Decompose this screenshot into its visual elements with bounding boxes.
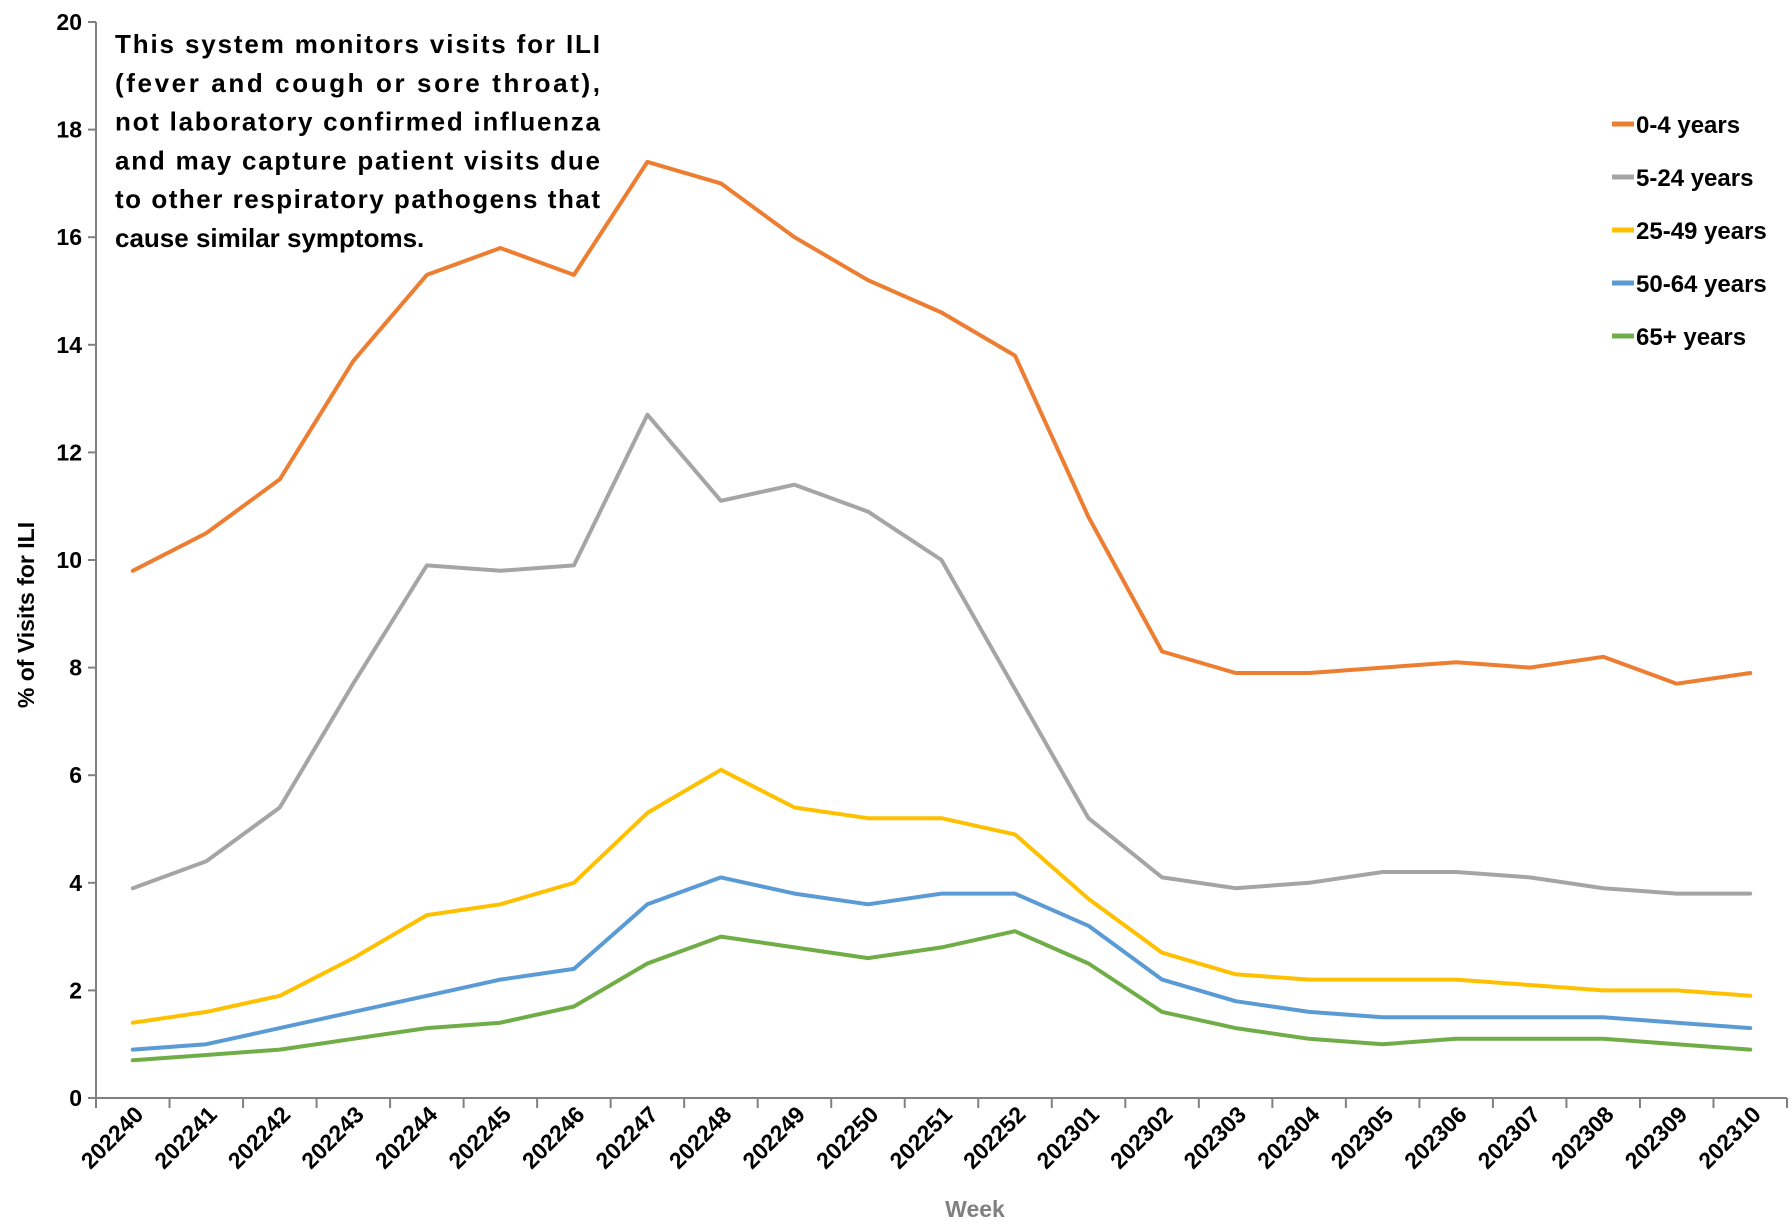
x-tick-label: 202304 [1252,1101,1325,1174]
series-layer [130,159,1753,1063]
annotation-line: to other respiratory pathogens that [115,184,600,214]
annotation-note: This system monitors visits for ILI (feve… [115,29,601,253]
legend-label: 65+ years [1636,324,1746,351]
y-tick-label: 6 [69,762,82,788]
x-tick-label: 202241 [149,1101,222,1174]
x-tick-label: 202301 [1031,1101,1104,1174]
y-tick-label: 4 [69,870,82,896]
x-tick-label: 202310 [1693,1101,1766,1174]
legend-label: 5-24 years [1636,165,1753,192]
y-tick-label: 16 [56,224,82,250]
x-tick-label: 202247 [590,1101,663,1174]
legend-label: 25-49 years [1636,218,1767,245]
series-line-5-24-years [130,412,1753,896]
x-tick-label: 202249 [737,1101,810,1174]
x-tick-label: 202248 [664,1101,737,1174]
y-tick-label: 8 [69,655,82,681]
x-axis: 202240 202241 202242 202243 202244 202245 2022… [76,1097,1788,1174]
y-axis: 0 2 4 6 8 10 12 14 16 18 20 [56,9,97,1111]
annotation-line: cause similar symptoms. [115,223,424,253]
y-tick-label: 10 [56,547,82,573]
y-tick-label: 18 [56,117,82,143]
x-tick-label: 202306 [1399,1101,1472,1174]
y-tick-label: 0 [69,1085,82,1111]
x-tick-label: 202308 [1546,1101,1619,1174]
legend-label: 0-4 years [1636,112,1740,139]
legend-label: 50-64 years [1636,271,1767,298]
y-tick-label: 20 [56,9,82,35]
annotation-line: (fever and cough or sore throat), [115,68,600,98]
annotation-line: not laboratory confirmed influenza [115,107,601,137]
series-line-50-64-years [130,875,1753,1052]
x-tick-label: 202305 [1326,1101,1399,1174]
series-line-0-4-years [130,159,1753,686]
x-tick-label: 202243 [296,1101,369,1174]
series-line-25-49-years [130,767,1753,1025]
x-tick-label: 202250 [811,1101,884,1174]
x-tick-label: 202307 [1473,1101,1546,1174]
x-tick-label: 202252 [958,1101,1031,1174]
y-tick-label: 2 [69,977,82,1003]
x-axis-title: Week [945,1196,1005,1222]
legend: 0-4 years 5-24 years 25-49 years 50-64 year… [1612,112,1767,351]
x-tick-label: 202245 [443,1101,516,1174]
series-line-65-years [130,929,1753,1063]
annotation-line: and may capture patient visits due [115,145,600,175]
x-tick-label: 202242 [223,1101,296,1174]
x-tick-label: 202246 [517,1101,590,1174]
x-tick-label: 202240 [76,1101,149,1174]
y-axis-title: % of Visits for ILI [13,522,39,708]
x-tick-label: 202302 [1105,1101,1178,1174]
x-tick-label: 202244 [370,1101,443,1174]
y-tick-label: 12 [56,439,82,465]
x-tick-label: 202309 [1620,1101,1693,1174]
y-tick-label: 14 [56,332,82,358]
x-tick-label: 202251 [884,1101,957,1174]
x-tick-label: 202303 [1178,1101,1251,1174]
annotation-line: This system monitors visits for ILI [115,29,600,59]
